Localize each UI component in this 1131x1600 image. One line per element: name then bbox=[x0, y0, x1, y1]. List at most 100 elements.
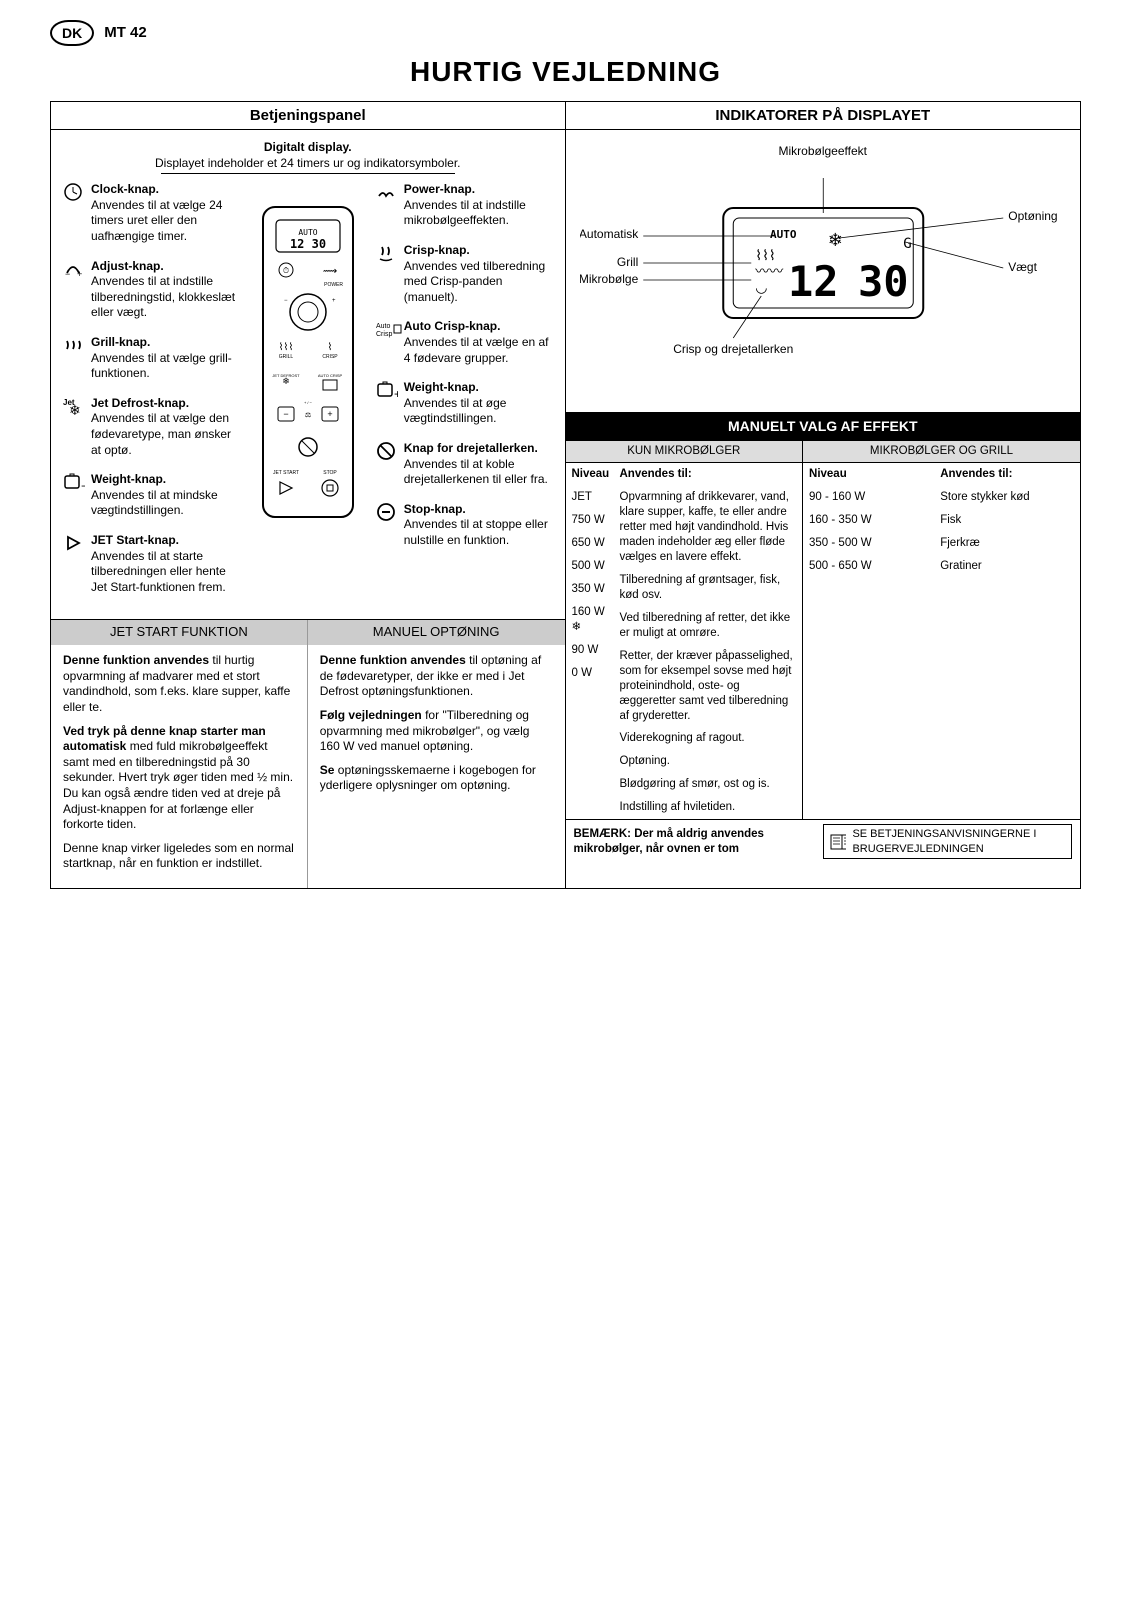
col-anvendes-label-2: Anvendes til: bbox=[934, 463, 1080, 486]
callout-desc: Anvendes til at vælge grill-funktionen. bbox=[91, 351, 232, 381]
indicator-heading: INDIKATORER PÅ DISPLAYET bbox=[566, 102, 1081, 131]
callout-desc: Anvendes til at mindske vægtindstillinge… bbox=[91, 488, 218, 518]
see-manual-box: SE BETJENINGSANVISNINGERNE I BRUGERVEJLE… bbox=[823, 824, 1072, 859]
svg-text:AUTO: AUTO bbox=[770, 228, 797, 241]
svg-text:GRILL: GRILL bbox=[279, 354, 294, 360]
svg-text:❄: ❄ bbox=[69, 402, 81, 416]
jet-start-header: JET START FUNKTION bbox=[51, 620, 307, 645]
callout-desc: Anvendes til at øge vægtindstillingen. bbox=[404, 396, 507, 426]
col-niveau-label: Niveau bbox=[566, 463, 614, 486]
jet-start-body: Denne funktion anvendes til hurtig opvar… bbox=[51, 645, 308, 888]
niveau-cell: 350 W bbox=[566, 578, 614, 601]
callout-desc: Anvendes til at vælge den fødevaretype, … bbox=[91, 411, 231, 456]
callouts-right: Power-knap.Anvendes til at indstille mik… bbox=[376, 182, 553, 562]
paragraph: Denne funktion anvendes til hurtig opvar… bbox=[63, 653, 295, 715]
crisp-icon bbox=[376, 243, 398, 270]
anvendes-cell: Retter, der kræver påpasselighed, som fo… bbox=[614, 645, 803, 728]
niveau-cell: 500 - 650 W bbox=[803, 555, 934, 578]
right-column: INDIKATORER PÅ DISPLAYET Mikrobølgeeffek… bbox=[566, 102, 1081, 888]
power-icon bbox=[376, 182, 398, 209]
callout-desc: Anvendes til at starte tilberedningen el… bbox=[91, 549, 226, 594]
callout-title: Stop-knap. bbox=[404, 502, 466, 516]
anvendes-cell: Viderekogning af ragout. bbox=[614, 727, 803, 750]
footer-note: BEMÆRK: Der må aldrig anvendes mikrobølg… bbox=[566, 819, 1081, 863]
manuel-opt-body: Denne funktion anvendes til optøning af … bbox=[308, 645, 565, 888]
svg-text:+ / −: + / − bbox=[304, 400, 313, 405]
svg-text:12: 12 bbox=[787, 257, 838, 306]
callout-title: Weight-knap. bbox=[404, 380, 479, 394]
callout-clock: Clock-knap.Anvendes til at vælge 24 time… bbox=[63, 182, 240, 244]
col-niveau-label-2: Niveau bbox=[803, 463, 934, 486]
svg-text:−: − bbox=[81, 479, 85, 492]
svg-text:Mikrobølge: Mikrobølge bbox=[580, 272, 639, 286]
manuel-opt-header: MANUEL OPTØNING bbox=[308, 620, 565, 645]
callout-title: Jet Defrost-knap. bbox=[91, 396, 189, 410]
paragraph: Denne knap virker ligeledes som en norma… bbox=[63, 841, 295, 872]
niveau-cell: 160 - 350 W bbox=[803, 509, 934, 532]
anvendes-cell: Opvarmning af drikkevarer, vand, klare s… bbox=[614, 486, 803, 569]
anvendes-cell: Tilberedning af grøntsager, fisk, kød os… bbox=[614, 569, 803, 607]
svg-text:JET DEFROST: JET DEFROST bbox=[272, 373, 300, 378]
svg-text:STOP: STOP bbox=[323, 470, 337, 476]
niveau-cell: 750 W bbox=[566, 509, 614, 532]
niveau-cell: 160 W ❄ bbox=[566, 601, 614, 639]
paragraph: Følg vejledningen for "Tilberedning og o… bbox=[320, 708, 553, 755]
svg-text:⌇: ⌇ bbox=[327, 342, 332, 353]
callout-desc: Anvendes til at vælge en af 4 fødevare g… bbox=[404, 335, 549, 365]
anvendes-cell: Fisk bbox=[934, 509, 1080, 532]
callout-stop: Stop-knap.Anvendes til at stoppe eller n… bbox=[376, 502, 553, 549]
callout-desc: Anvendes til at koble drejetallerkenen t… bbox=[404, 457, 548, 487]
turnt-icon bbox=[376, 441, 398, 468]
niveau-cell: 0 W bbox=[566, 662, 614, 685]
svg-text:30: 30 bbox=[857, 257, 908, 306]
clock-icon bbox=[63, 182, 85, 209]
callout-desc: Anvendes til at indstille mikrobølgeeffe… bbox=[404, 198, 526, 228]
anvendes-cell: Indstilling af hviletiden. bbox=[614, 796, 803, 819]
digital-display-note: Digitalt display. Displayet indeholder e… bbox=[63, 140, 553, 174]
country-badge: DK bbox=[50, 20, 94, 46]
bemark-text: BEMÆRK: Der må aldrig anvendes mikrobølg… bbox=[574, 827, 816, 857]
panel-heading: Betjeningspanel bbox=[51, 102, 565, 131]
callout-title: Weight-knap. bbox=[91, 472, 166, 486]
effekt-tables: KUN MIKROBØLGER MIKROBØLGER OG GRILL Niv… bbox=[566, 440, 1081, 819]
svg-text:POWER: POWER bbox=[324, 282, 343, 288]
callout-power: Power-knap.Anvendes til at indstille mik… bbox=[376, 182, 553, 229]
callout-turnt: Knap for drejetallerken. Anvendes til at … bbox=[376, 441, 553, 488]
svg-text:⚖: ⚖ bbox=[305, 411, 311, 419]
svg-text:Auto: Auto bbox=[376, 323, 391, 330]
svg-text:AUTO CRISP: AUTO CRISP bbox=[318, 373, 343, 378]
mikro-effekt-label: Mikrobølgeeffekt bbox=[580, 144, 1067, 160]
callout-jetst: JET Start-knap.Anvendes til at starte ti… bbox=[63, 533, 240, 595]
svg-text:Vægt: Vægt bbox=[1008, 260, 1037, 274]
anvendes-cell: Store stykker kød bbox=[934, 486, 1080, 509]
col-anvendes-label: Anvendes til: bbox=[614, 463, 804, 486]
svg-text:⌇⌇⌇: ⌇⌇⌇ bbox=[755, 247, 776, 263]
svg-text:−: − bbox=[284, 298, 288, 304]
svg-text:⟿: ⟿ bbox=[323, 266, 337, 277]
paragraph: Ved tryk på denne knap starter man autom… bbox=[63, 724, 295, 833]
adjust-icon: −+ bbox=[63, 259, 85, 286]
stop-icon bbox=[376, 502, 398, 529]
callout-desc: Anvendes til at vælge 24 timers uret ell… bbox=[91, 198, 222, 243]
svg-text:JET START: JET START bbox=[273, 470, 299, 476]
niveau-cell: JET bbox=[566, 486, 614, 509]
left-column: Betjeningspanel Digitalt display. Displa… bbox=[51, 102, 566, 888]
callouts-left: Clock-knap.Anvendes til at vælge 24 time… bbox=[63, 182, 240, 609]
svg-text:〰〰: 〰〰 bbox=[755, 263, 783, 279]
anvendes-cell: Ved tilberedning af retter, det ikke er … bbox=[614, 607, 803, 645]
svg-text:❄: ❄ bbox=[827, 230, 842, 250]
anvendes-cell: Blødgøring af smør, ost og is. bbox=[614, 773, 803, 796]
weightp-icon: + bbox=[376, 380, 398, 407]
svg-text:Automatisk: Automatisk bbox=[580, 227, 639, 241]
niveau-cell: 650 W bbox=[566, 532, 614, 555]
callout-title: Knap for drejetallerken. bbox=[404, 441, 538, 455]
svg-text:Crisp: Crisp bbox=[376, 331, 392, 338]
svg-text:Optøning: Optøning bbox=[1008, 209, 1057, 223]
callout-desc: Anvendes til at stoppe eller nulstille e… bbox=[404, 517, 548, 547]
display-diagram: AUTO ⌇⌇⌇ 〰〰 ◡ ❄ 12 30 G bbox=[580, 168, 1067, 383]
svg-text:+: + bbox=[77, 269, 82, 279]
svg-text:12 30: 12 30 bbox=[290, 237, 326, 251]
svg-text:⌇⌇⌇: ⌇⌇⌇ bbox=[278, 342, 293, 353]
paragraph: Se optøningsskemaerne i kogebogen for yd… bbox=[320, 763, 553, 794]
svg-text:AUTO: AUTO bbox=[298, 228, 317, 237]
